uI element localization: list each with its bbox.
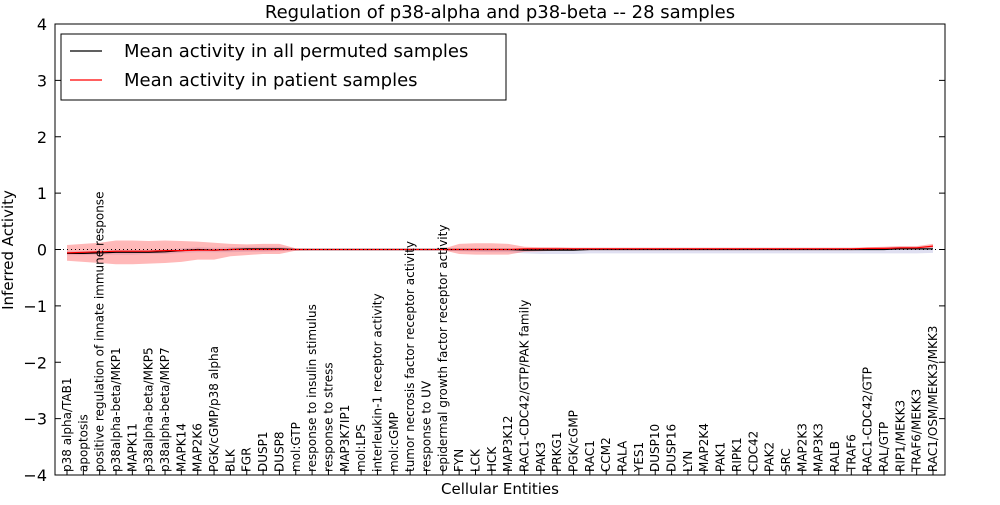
x-tick-label: MAP3K3 [812, 423, 826, 472]
x-tick-label: RAL/GTP [877, 422, 891, 472]
x-tick-label: p38 alpha/TAB1 [60, 378, 74, 472]
x-tick-label: DUSP16 [665, 424, 679, 472]
x-tick-label: RAC1-CDC42/GTP/PAK family [518, 300, 532, 472]
x-tick-label: CDC42 [746, 431, 760, 472]
x-tick-label: response to stress [321, 362, 335, 472]
x-tick-label: PAK1 [714, 442, 728, 472]
legend-label-patient: Mean activity in patient samples [124, 70, 418, 91]
x-tick-label: interleukin-1 receptor activity [370, 293, 384, 472]
x-tick-label: apoptosis [76, 414, 90, 472]
x-tick-label: TRAF6 [844, 434, 858, 473]
x-tick-label: p38alpha-beta/MKP5 [142, 347, 156, 472]
x-axis-ticks: p38 alpha/TAB1 apoptosis positive regulati… [60, 192, 940, 475]
x-tick-label: CCM2 [599, 437, 613, 472]
x-tick-label: epidermal growth factor receptor activit… [436, 225, 450, 472]
x-tick-label: response to UV [419, 380, 433, 472]
x-tick-label: RAC1-CDC42/GTP [861, 367, 875, 472]
x-tick-label: FYN [452, 449, 466, 472]
series-lines [55, 245, 945, 254]
x-tick-label: MAP2K6 [191, 423, 205, 472]
y-tick-label: 3 [37, 71, 47, 90]
y-tick-label: −3 [23, 410, 47, 429]
x-tick-label: YES1 [632, 442, 646, 473]
x-tick-label: RIPK1 [730, 437, 744, 472]
x-tick-label: RALA [616, 440, 630, 472]
y-tick-label: 0 [37, 241, 47, 260]
x-tick-label: PGK/cGMP/p38 alpha [207, 346, 221, 472]
legend-label-permuted: Mean activity in all permuted samples [124, 41, 468, 62]
x-tick-label: HCK [485, 446, 499, 472]
x-tick-label: PAK2 [763, 442, 777, 472]
x-tick-label: mol:cGMP [387, 412, 401, 472]
y-axis-ticks: −4 −3 −2 −1 0 1 2 3 4 [23, 15, 945, 485]
x-tick-label: RALB [828, 441, 842, 472]
x-tick-label: DUSP10 [648, 424, 662, 472]
x-tick-label: PRKG1 [550, 432, 564, 472]
x-tick-label: LCK [468, 448, 482, 472]
y-tick-label: −1 [23, 297, 47, 316]
x-tick-label: mol:LPS [354, 424, 368, 472]
x-tick-label: LYN [681, 451, 695, 472]
x-axis-title: Cellular Entities [441, 480, 559, 498]
x-tick-label: PGK/cGMP [567, 410, 581, 472]
x-tick-label: p38alpha-beta/MKP1 [109, 347, 123, 472]
x-tick-label: PAK3 [534, 442, 548, 472]
plot-frame [54, 23, 946, 476]
legend-box [60, 33, 507, 101]
x-tick-label: MAPK14 [174, 423, 188, 472]
x-tick-label: DUSP1 [256, 431, 270, 472]
x-tick-label: TRAF6/MEKK3 [910, 389, 924, 473]
x-tick-label: MAPK11 [125, 423, 139, 472]
y-axis-title: Inferred Activity [0, 190, 17, 310]
band-patient [67, 240, 933, 265]
x-tick-label: RIP1/MEKK3 [893, 400, 907, 472]
y-tick-label: −4 [23, 466, 47, 485]
x-tick-label: MAP3K7IP1 [338, 405, 352, 472]
x-tick-label: MAP3K12 [501, 415, 515, 472]
y-tick-label: 4 [37, 15, 47, 34]
x-tick-label: p38alpha-beta/MKP7 [158, 347, 172, 472]
y-tick-label: −2 [23, 353, 47, 372]
y-tick-label: 2 [37, 128, 47, 147]
x-tick-label: BLK [223, 448, 237, 472]
x-tick-label: RAC1/OSM/MEKK3/MKK3 [926, 326, 940, 472]
x-tick-label: tumor necrosis factor receptor activity [403, 241, 417, 472]
x-tick-label: FGR [240, 447, 254, 472]
x-tick-label: MAP2K3 [795, 423, 809, 472]
x-tick-label: positive regulation of innate immune res… [93, 192, 107, 472]
x-tick-label: RAC1 [583, 440, 597, 472]
x-tick-label: MAP2K4 [697, 423, 711, 472]
x-tick-label: SRC [779, 448, 793, 472]
chart-title: Regulation of p38-alpha and p38-beta -- … [265, 2, 735, 23]
x-tick-label: mol:GTP [289, 422, 303, 472]
x-tick-label: DUSP8 [272, 431, 286, 472]
x-tick-label: response to insulin stimulus [305, 304, 319, 472]
legend: Mean activity in all permuted samples Me… [60, 33, 507, 101]
y-tick-label: 1 [37, 184, 47, 203]
